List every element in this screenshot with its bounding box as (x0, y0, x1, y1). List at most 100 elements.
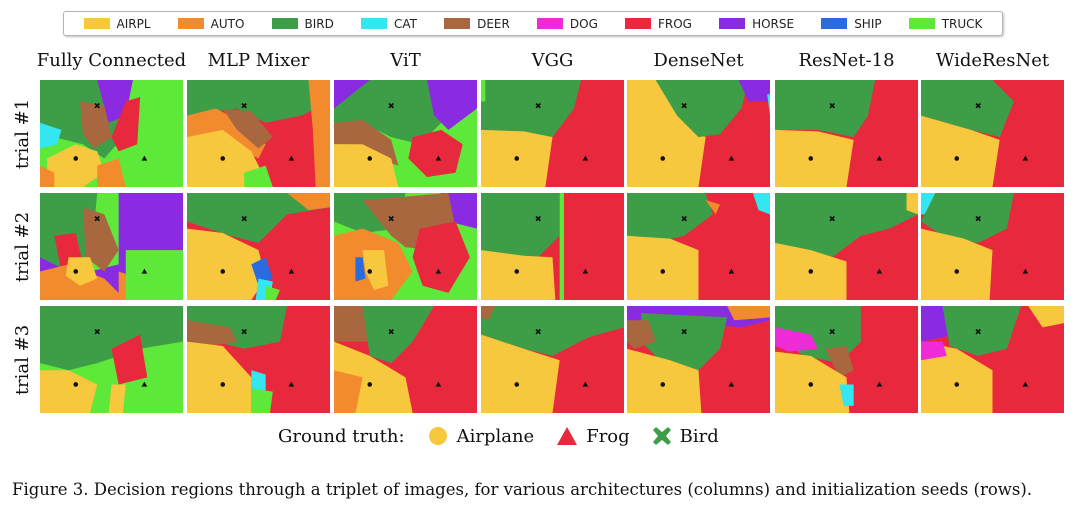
legend-label: AUTO (210, 16, 245, 31)
legend-item-ship: SHIP (821, 16, 882, 31)
legend-swatch (444, 18, 471, 29)
bird-point-marker (535, 215, 541, 222)
airplane-point-marker (220, 156, 226, 161)
legend-swatch (177, 18, 204, 29)
decision-region-panel (481, 306, 624, 413)
frog-point-marker (141, 268, 148, 274)
decision-region (308, 80, 330, 187)
decision-region (47, 144, 105, 187)
decision-region-panel (334, 306, 477, 413)
legend-swatch (360, 18, 387, 29)
decision-region (1028, 306, 1064, 328)
frog-point-marker (288, 155, 295, 161)
bird-marker-icon (652, 427, 671, 445)
decision-region (738, 80, 770, 102)
frog-point-marker (876, 381, 883, 387)
decision-region (334, 370, 363, 413)
bird-point-marker (975, 102, 981, 109)
decision-region-panel (775, 80, 918, 187)
frog-point-marker (876, 268, 883, 274)
airplane-point-marker (808, 382, 814, 387)
bird-point-marker (94, 102, 100, 109)
frog-point-marker (435, 268, 442, 274)
column-header: ResNet-18 (798, 50, 895, 71)
frog-point-marker (1022, 155, 1029, 161)
decision-region (481, 193, 560, 258)
gt-item-bird: Bird (652, 426, 719, 447)
decision-region (65, 257, 98, 286)
decision-region (108, 384, 126, 413)
legend-label: SHIP (854, 16, 882, 31)
decision-region-panel (187, 306, 330, 413)
frog-point-marker (876, 155, 883, 161)
decision-region (559, 193, 564, 300)
decision-region (481, 306, 496, 321)
decision-region-panel (334, 193, 477, 300)
decision-region-panel (627, 306, 770, 413)
airplane-point-marker (660, 156, 666, 161)
decision-region (627, 320, 656, 349)
gt-item-frog: Frog (556, 426, 630, 447)
decision-region (362, 306, 435, 364)
decision-region (111, 97, 141, 152)
decision-region (921, 193, 1014, 243)
frog-marker-icon (557, 427, 578, 445)
legend-swatch (271, 18, 298, 29)
decision-region (705, 200, 720, 215)
bird-point-marker (388, 102, 394, 109)
row-label: trial #3 (12, 324, 33, 395)
decision-region (775, 193, 918, 258)
legend-label: HORSE (752, 16, 795, 31)
legend-item-auto: AUTO (177, 16, 245, 31)
legend-swatch (719, 18, 746, 29)
legend-item-dog: DOG (536, 16, 598, 31)
decision-region (97, 158, 126, 187)
legend-item-truck: TRUCK (908, 17, 982, 31)
decision-region (187, 228, 266, 300)
bird-point-marker (241, 215, 247, 222)
bird-point-marker (975, 215, 981, 222)
frog-point-marker (582, 155, 589, 161)
decision-region (412, 221, 470, 293)
decision-region (222, 108, 273, 149)
decision-region (187, 193, 330, 243)
decision-region-panel (40, 193, 183, 300)
airplane-point-marker (73, 269, 79, 274)
bird-point-marker (535, 328, 541, 335)
decision-region (727, 306, 770, 321)
bird-point-marker (94, 328, 100, 335)
decision-region-panel (921, 80, 1064, 187)
airplane-point-marker (220, 382, 226, 387)
legend-item-cat: CAT (360, 17, 417, 31)
frog-point-marker (728, 381, 735, 387)
airplane-point-marker (514, 382, 520, 387)
legend-swatch (83, 18, 110, 29)
row-label: trial #1 (12, 98, 33, 169)
decision-region-panel (187, 80, 330, 187)
legend-label: BIRD (304, 16, 334, 31)
decision-region (942, 306, 1022, 356)
column-header: VGG (531, 50, 574, 71)
legend-item-bird: BIRD (271, 16, 334, 31)
airplane-point-marker (954, 269, 960, 274)
frog-point-marker (728, 268, 735, 274)
decision-region (82, 207, 119, 272)
legend-swatch (625, 18, 651, 29)
airplane-point-marker (954, 156, 960, 161)
legend-swatch (908, 18, 935, 29)
bird-point-marker (388, 328, 394, 335)
decision-region (627, 348, 702, 413)
decision-region (187, 320, 238, 346)
legend-item-horse: HORSE (719, 17, 794, 31)
column-header: ViT (390, 50, 421, 71)
decision-region (187, 80, 330, 123)
airplane-point-marker (367, 382, 373, 387)
legend-label: DOG (569, 16, 598, 31)
airplane-point-marker (660, 382, 666, 387)
gt-item-airplane: Airplane (427, 425, 534, 447)
decision-region (775, 80, 876, 138)
decision-region (251, 257, 273, 286)
bird-point-marker (241, 328, 247, 335)
legend-label: FROG (658, 16, 692, 31)
decision-region (40, 306, 183, 371)
